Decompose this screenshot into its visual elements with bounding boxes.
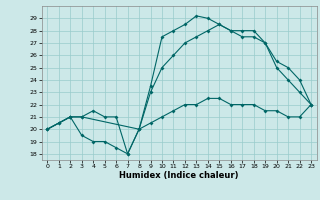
X-axis label: Humidex (Indice chaleur): Humidex (Indice chaleur) [119,171,239,180]
